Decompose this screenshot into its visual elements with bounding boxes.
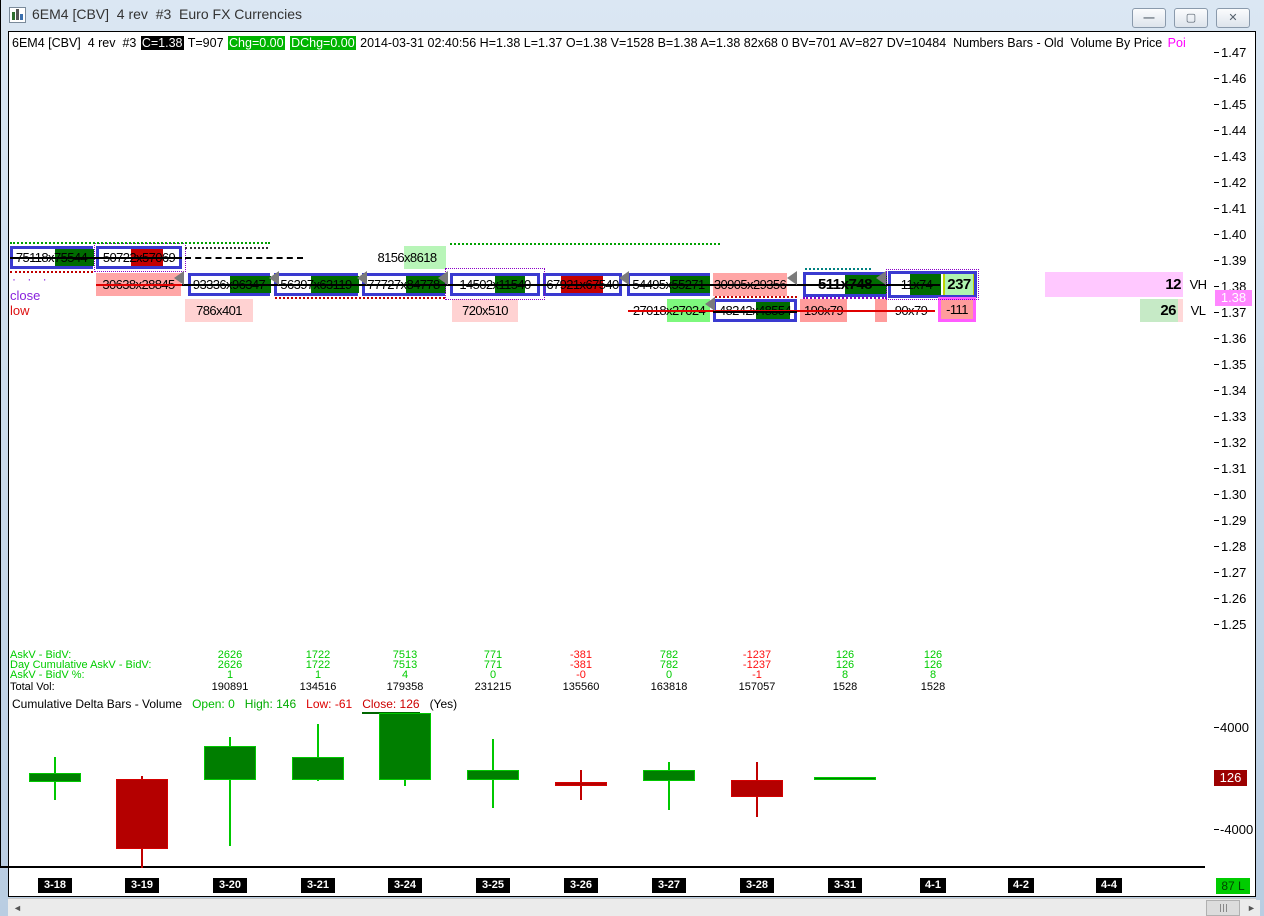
- status-segment: Low: -61: [306, 697, 353, 711]
- info-bar-segment: Chg=0.00: [228, 36, 285, 50]
- info-bar-segment: Poi: [1167, 36, 1186, 50]
- price-scale-divider: [0, 0, 1, 866]
- window-title: 6EM4 [CBV] 4 rev #3 Euro FX Currencies: [32, 6, 302, 22]
- bar-counter-badge: 87 L: [1216, 878, 1250, 894]
- low-line-label: low: [10, 303, 30, 318]
- status-segment: High: 146: [244, 697, 297, 711]
- minimize-button[interactable]: —: [1132, 8, 1166, 28]
- info-bar-segment: 2014-03-31 02:40:56 H=1.38 L=1.37 O=1.38…: [356, 36, 1166, 50]
- close-button[interactable]: ✕: [1216, 8, 1250, 28]
- scrollbar-thumb[interactable]: [1206, 900, 1240, 916]
- scroll-right-button[interactable]: ►: [1243, 900, 1260, 916]
- status-segment: Open: 0: [192, 697, 235, 711]
- info-bar-segment: DChg=0.00: [290, 36, 356, 50]
- info-bar-segment: 6EM4 [CBV] 4 rev #3: [12, 36, 140, 50]
- status-segment: Cumulative Delta Bars - Volume: [12, 697, 183, 711]
- title-bar[interactable]: 6EM4 [CBV] 4 rev #3 Euro FX Currencies —…: [0, 0, 1264, 30]
- info-bar-segment: T=907: [184, 36, 228, 50]
- status-segment: (Yes): [429, 697, 458, 711]
- last-price-box: 1.38: [1215, 290, 1252, 306]
- delta-study-status-line: Cumulative Delta Bars - Volume Open: 0 Hig…: [12, 697, 467, 714]
- info-bar-segment: C=1.38: [140, 36, 184, 50]
- chart-client-area: [8, 31, 1256, 897]
- horizontal-scrollbar[interactable]: ◄ ►: [8, 898, 1260, 916]
- chart-info-bar: 6EM4 [CBV] 4 rev #3 C=1.38 T=907 Chg=0.0…: [11, 36, 1211, 50]
- maximize-button[interactable]: ▢: [1174, 8, 1208, 28]
- scroll-left-button[interactable]: ◄: [9, 900, 26, 916]
- app-icon: [9, 7, 26, 23]
- study-dots-label: · · ·: [12, 272, 51, 286]
- status-segment: Close: 126: [362, 697, 420, 714]
- delta-last-value-box: 126: [1214, 770, 1247, 786]
- close-line-label: close: [10, 288, 41, 303]
